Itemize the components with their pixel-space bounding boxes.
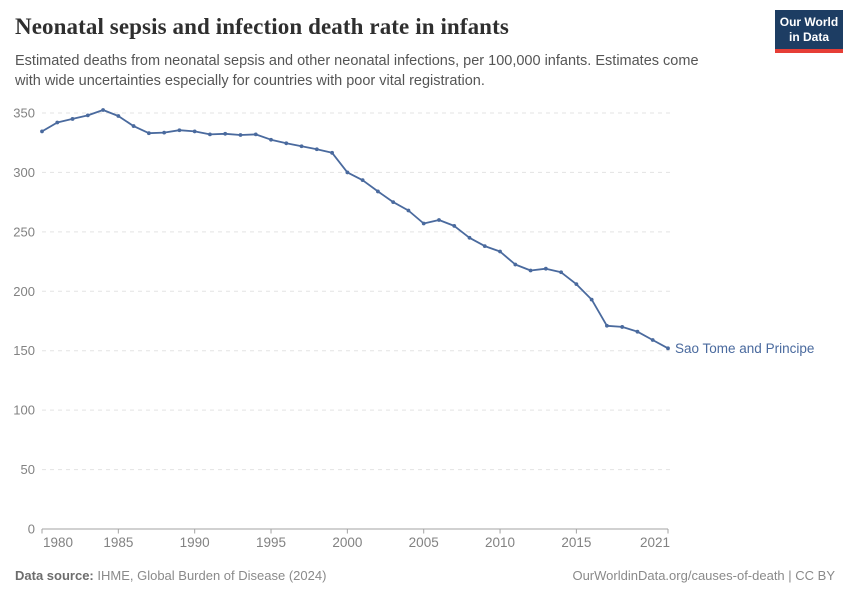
chart-footer: Data source: IHME, Global Burden of Dise… — [15, 568, 835, 590]
data-point-marker[interactable] — [70, 117, 75, 121]
x-tick-label: 1995 — [256, 535, 286, 550]
y-tick-label: 300 — [13, 165, 35, 180]
data-point-marker[interactable] — [437, 218, 441, 222]
x-tick-label: 1980 — [43, 535, 73, 550]
data-point-marker[interactable] — [360, 178, 365, 183]
owid-logo-line-1: Our World — [779, 15, 839, 29]
data-point-marker[interactable] — [299, 144, 304, 149]
x-tick-label: 2010 — [485, 535, 515, 550]
data-point-marker[interactable] — [253, 132, 258, 137]
owid-credit-link[interactable]: OurWorldinData.org/causes-of-death | CC … — [572, 568, 835, 583]
x-tick-label: 2015 — [561, 535, 591, 550]
data-source-note: Data source: IHME, Global Burden of Dise… — [15, 568, 326, 590]
data-point-marker[interactable] — [452, 224, 457, 228]
owid-logo-line-2: in Data — [788, 30, 829, 44]
data-point-marker[interactable] — [55, 120, 60, 125]
subtitle-line-2: with wide uncertainties especially for c… — [15, 72, 485, 89]
data-point-marker[interactable] — [223, 131, 228, 136]
data-point-marker[interactable] — [284, 141, 289, 146]
data-point-marker[interactable] — [116, 114, 121, 118]
data-point-marker[interactable] — [666, 346, 670, 351]
y-tick-label: 200 — [13, 284, 35, 299]
y-tick-label: 150 — [13, 343, 35, 358]
data-point-marker[interactable] — [146, 131, 151, 136]
data-source-label: Data source: — [15, 568, 94, 583]
data-point-marker[interactable] — [40, 129, 44, 134]
x-tick-label: 2005 — [409, 535, 439, 550]
x-tick-label: 2021 — [640, 535, 670, 550]
data-point-marker[interactable] — [513, 262, 518, 267]
data-point-marker[interactable] — [543, 266, 548, 271]
line-chart[interactable]: 0 50 100 150 200 250 300 350 1980 1985 1990 1995 200… — [0, 95, 850, 565]
data-point-marker[interactable] — [330, 150, 334, 155]
data-point-marker[interactable] — [498, 249, 502, 254]
y-tick-label: 0 — [28, 522, 35, 537]
data-point-marker[interactable] — [406, 208, 411, 213]
series-end-label[interactable]: Sao Tome and Principe — [675, 341, 814, 356]
data-point-marker[interactable] — [314, 147, 319, 152]
data-point-marker[interactable] — [208, 132, 212, 137]
trend-line[interactable] — [41, 109, 669, 350]
y-tick-label: 250 — [13, 224, 35, 239]
data-point-marker[interactable] — [376, 189, 380, 194]
data-point-marker[interactable] — [421, 221, 426, 226]
chart-subtitle: Estimated deaths from neonatal sepsis an… — [15, 52, 745, 91]
owid-logo[interactable]: Our World in Data — [775, 10, 843, 53]
data-point-marker[interactable] — [162, 130, 167, 135]
y-tick-label: 50 — [21, 462, 35, 477]
data-point-marker[interactable] — [620, 325, 625, 329]
data-point-marker[interactable] — [101, 108, 105, 112]
data-point-marker[interactable] — [467, 235, 472, 240]
data-point-marker[interactable] — [482, 244, 487, 249]
data-point-marker[interactable] — [574, 282, 579, 287]
data-point-marker[interactable] — [269, 137, 273, 142]
data-point-marker[interactable] — [605, 323, 609, 328]
x-tick-label: 1990 — [180, 535, 210, 550]
subtitle-line-1: Estimated deaths from neonatal sepsis an… — [15, 53, 699, 69]
data-source-value: IHME, Global Burden of Disease (2024) — [93, 568, 327, 583]
data-point-marker[interactable] — [559, 270, 564, 275]
chart-title: Neonatal sepsis and infection death rate… — [15, 14, 509, 39]
data-point-marker[interactable] — [528, 268, 533, 273]
data-point-marker[interactable] — [635, 329, 640, 334]
data-point-marker[interactable] — [589, 297, 594, 302]
data-point-marker[interactable] — [192, 129, 197, 134]
data-point-marker[interactable] — [131, 124, 136, 128]
data-point-marker[interactable] — [650, 338, 655, 342]
x-tick-label: 2000 — [332, 535, 362, 550]
y-tick-label: 350 — [13, 106, 35, 121]
x-tick-label: 1985 — [103, 535, 133, 550]
data-point-marker[interactable] — [177, 128, 182, 133]
data-point-marker[interactable] — [238, 133, 243, 137]
y-tick-label: 100 — [13, 403, 35, 418]
data-point-marker[interactable] — [345, 170, 350, 175]
data-point-marker[interactable] — [391, 200, 396, 205]
line-chart-canvas[interactable]: 0 50 100 150 200 250 300 350 1980 1985 1990 1995 200… — [0, 95, 850, 565]
data-point-marker[interactable] — [85, 113, 90, 118]
